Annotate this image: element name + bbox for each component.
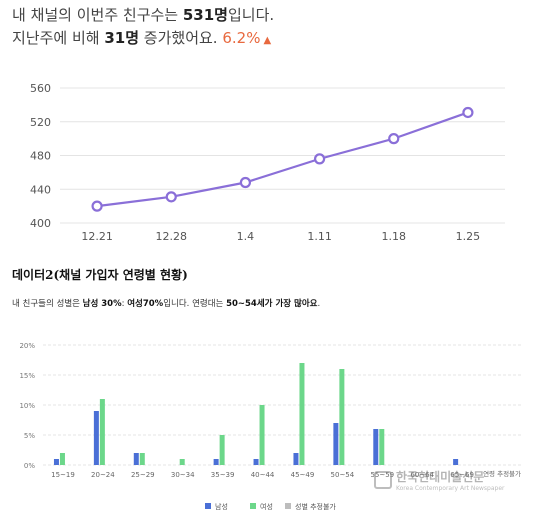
section-subtitle: 내 친구들의 성별은 남성 30%: 여성70%입니다. 연령대는 50~54세… [12,297,320,309]
watermark-name: 한국현대미술신문 [396,470,485,484]
x-tick-label: 45~49 [291,471,315,479]
female-ratio: 여성70% [127,299,164,309]
headline-line-1: 내 채널의 이번주 친구수는 531명입니다. [12,4,274,27]
age-gender-bar-chart: 0% 5% 10% 15% 20% 15~19 20~24 25~29 30~34 35~39 40… [19,342,522,511]
subtitle-text: . [317,299,321,309]
headline-text: 증가했어요. [139,29,223,47]
bar [179,459,185,465]
y-tick-label: 5% [24,432,35,440]
top-age-group: 50~54세가 가장 많아요 [226,299,318,309]
headline-text: 지난주에 비해 [12,29,105,47]
y-tick-label: 560 [30,82,51,95]
y-tick-label: 20% [19,342,35,350]
bar [59,453,65,465]
series-line [96,111,469,208]
x-tick-label: 1.18 [382,230,407,243]
y-tick-label: 10% [19,402,35,410]
legend-label: 여성 [260,502,273,511]
legend-swatch [205,503,211,509]
newspaper-logo-icon [374,471,392,489]
bar [53,459,59,465]
male-ratio: 남성 30% [82,299,122,309]
x-tick-label: 40~44 [251,471,275,479]
y-tick-label: 15% [19,372,35,380]
x-tick-label: 1.11 [307,230,332,243]
increase-count: 31명 [104,29,140,47]
y-tick-label: 520 [30,116,51,129]
x-tick-label: 12.28 [156,230,188,243]
data-point [462,106,474,119]
bar [293,453,299,465]
bar [259,405,265,465]
subtitle-text: 입니다. 연령대는 [163,299,227,309]
x-tick-label: 12.21 [81,230,113,243]
data-point [165,191,177,203]
x-tick-label: 55~59 [370,471,394,479]
x-tick-label: 35~39 [211,471,235,479]
bar [133,453,139,465]
bar [333,423,339,465]
x-tick-label: 60~64 [410,471,434,479]
bar [339,369,345,465]
bar [139,453,145,465]
bar [213,459,219,465]
x-tick-label: 15~19 [51,471,75,479]
data-point [313,153,326,165]
y-tick-label: 440 [30,183,51,196]
legend-swatch [250,503,256,509]
bar [219,435,225,465]
friend-count-line-chart: 400 440 480 520 560 12.21 12.28 1.4 1.11 1.18 1.25 [30,82,505,243]
headline-line-2: 지난주에 비해 31명 증가했어요. 6.2% ▲ [12,27,274,52]
legend-label: 남성 [215,502,228,511]
bar [453,459,459,465]
data-point [388,133,400,145]
bar [99,399,105,465]
bar [373,429,379,465]
x-tick-label: 30~34 [171,471,195,479]
y-tick-label: 400 [30,217,51,230]
x-tick-label: 25~29 [131,471,155,479]
legend-swatch [285,503,291,509]
data-point [239,176,252,189]
bar [299,363,305,465]
subtitle-text: 내 친구들의 성별은 [12,299,83,309]
friend-count: 531명 [182,6,228,24]
legend-label: 성별 추정불가 [295,502,336,511]
y-tick-label: 480 [30,150,51,163]
y-tick-label: 0% [24,462,35,470]
increase-percent: 6.2% [222,29,261,47]
headline: 내 채널의 이번주 친구수는 531명입니다. 지난주에 비해 31명 증가했어… [12,4,274,52]
watermark: 한국현대미술신문 Korea Contemporary Art Newspape… [374,468,505,492]
section-title: 데이터2(채널 가입자 연령별 현황) [12,268,188,282]
x-tick-label: 1.4 [237,230,255,243]
headline-text: 내 채널의 이번주 친구수는 [12,6,183,24]
bar [253,459,259,465]
bar [379,429,385,465]
x-tick-label: 65~69 [450,471,474,479]
x-tick-label: 20~24 [91,471,115,479]
data-point [91,200,103,212]
x-tick-label: 연령 추정불가 [483,469,521,478]
x-tick-label: 1.25 [456,230,481,243]
watermark-english: Korea Contemporary Art Newspaper [396,485,505,492]
triangle-up-icon: ▲ [263,35,272,46]
bar [93,411,99,465]
x-tick-label: 50~54 [331,471,355,479]
subtitle-text: : [121,299,128,309]
headline-text: 입니다. [228,6,275,24]
